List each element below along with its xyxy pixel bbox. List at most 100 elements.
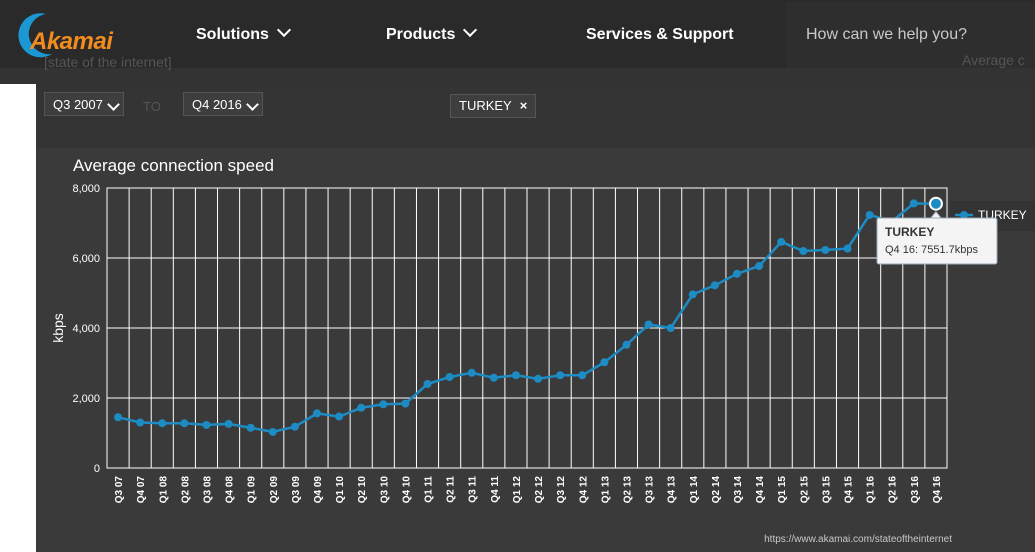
data-point	[379, 400, 388, 409]
data-point	[666, 324, 675, 332]
data-point	[180, 419, 189, 428]
x-tick-label: Q4 11	[490, 476, 501, 503]
y-tick-label: 6,000	[72, 253, 100, 265]
close-icon[interactable]: ×	[519, 98, 528, 113]
logo-swoosh-icon	[18, 13, 52, 58]
y-axis-label: kbps	[50, 313, 66, 343]
nav-products[interactable]: Products	[386, 22, 478, 44]
subheader-band: [state of the internet] Average c	[0, 52, 1035, 84]
x-tick-label: Q4 07	[136, 476, 147, 504]
y-tick-label: 4,000	[72, 323, 100, 335]
x-tick-label: Q1 13	[600, 476, 611, 504]
from-quarter-select[interactable]: Q3 2007	[44, 92, 124, 116]
y-tick-label: 0	[94, 463, 100, 475]
data-point	[821, 245, 830, 254]
to-quarter-value: Q4 2016	[192, 97, 242, 112]
data-point	[578, 371, 587, 380]
data-point	[136, 418, 145, 427]
chevron-down-icon	[463, 22, 478, 38]
data-point	[313, 409, 321, 418]
x-tick-label: Q2 10	[357, 476, 368, 504]
data-point	[622, 340, 631, 349]
x-tick-label: Q3 12	[556, 476, 567, 504]
data-point	[556, 371, 565, 380]
range-to-label: TO	[143, 99, 161, 114]
chart-title: Average connection speed	[73, 156, 274, 175]
x-tick-label: Q4 13	[667, 476, 678, 504]
data-point	[843, 244, 852, 253]
data-point	[335, 412, 344, 421]
data-point	[423, 380, 432, 388]
x-tick-label: Q4 16	[932, 476, 943, 504]
x-tick-label: Q4 08	[225, 476, 236, 504]
x-tick-label: Q4 12	[578, 476, 589, 504]
source-url: https://www.akamai.com/stateoftheinterne…	[764, 534, 952, 545]
x-tick-label: Q1 12	[512, 476, 523, 504]
x-tick-label: Q2 13	[622, 476, 633, 504]
x-tick-label: Q3 09	[291, 476, 302, 504]
data-point	[290, 422, 299, 431]
from-quarter-value: Q3 2007	[53, 97, 103, 112]
x-tick-label: Q2 11	[446, 476, 457, 503]
x-tick-label: Q3 07	[114, 476, 125, 504]
data-point	[246, 423, 255, 432]
country-tag-label: TURKEY	[459, 98, 512, 113]
data-point	[511, 371, 520, 380]
nav-products-label: Products	[386, 26, 456, 43]
filter-bar: Q3 2007 TO Q4 2016 TURKEY ×	[36, 84, 1035, 148]
x-tick-label: Q1 16	[866, 476, 877, 504]
data-point	[445, 373, 454, 381]
data-point	[268, 427, 277, 436]
data-point	[401, 399, 410, 408]
x-tick-label: Q1 14	[689, 476, 700, 504]
data-point	[114, 413, 123, 422]
data-point	[489, 373, 498, 382]
x-tick-label: Q3 11	[468, 476, 479, 503]
x-tick-label: Q2 12	[534, 476, 545, 504]
to-quarter-select[interactable]: Q4 2016	[183, 92, 263, 116]
x-tick-label: Q1 10	[335, 476, 346, 504]
chart-panel: Average connection speed 0 2,000 4,000 6,000…	[36, 148, 1035, 552]
x-tick-label: Q3 13	[645, 476, 656, 504]
brand-name: Akamai	[30, 28, 113, 55]
top-nav-bar: Akamai Solutions Products Services & Sup…	[0, 0, 1035, 70]
data-point	[710, 281, 719, 290]
x-tick-label: Q1 15	[777, 476, 788, 504]
x-tick-label: Q4 09	[313, 476, 324, 504]
data-point	[158, 419, 167, 428]
akamai-logo[interactable]	[6, 10, 146, 60]
subheader-right-text: Average c	[962, 52, 1025, 68]
line-chart: Average connection speed 0 2,000 4,000 6,000…	[50, 156, 1035, 545]
tooltip-box	[876, 217, 998, 265]
x-tick-label: Q1 08	[158, 476, 169, 504]
data-point	[600, 358, 609, 367]
data-point	[688, 290, 697, 299]
search-input[interactable]: How can we help you?	[806, 26, 967, 43]
nav-solutions[interactable]: Solutions	[196, 22, 291, 44]
legend-marker	[960, 211, 968, 219]
x-tick-label: Q4 15	[844, 476, 855, 504]
search-box[interactable]: How can we help you?	[786, 2, 1035, 70]
data-point	[534, 374, 543, 383]
x-tick-label: Q4 10	[401, 476, 412, 504]
data-point	[799, 247, 808, 255]
nav-solutions-label: Solutions	[196, 26, 269, 43]
x-tick-label: Q3 15	[821, 476, 832, 504]
x-tick-label: Q2 15	[799, 476, 810, 504]
data-point	[202, 420, 211, 429]
x-tick-label: Q2 09	[269, 476, 280, 504]
chevron-down-icon	[107, 98, 120, 111]
x-tick-label: Q3 10	[379, 476, 390, 504]
data-point	[909, 199, 918, 208]
nav-services-support[interactable]: Services & Support	[586, 26, 734, 44]
data-point	[357, 403, 366, 412]
tooltip-country: TURKEY	[885, 225, 934, 239]
x-tick-label: Q1 09	[247, 476, 258, 504]
chevron-down-icon	[246, 98, 259, 111]
x-tick-label: Q1 11	[424, 476, 435, 503]
chevron-down-icon	[276, 22, 291, 38]
data-point	[224, 419, 233, 428]
y-tick-label: 8,000	[72, 183, 100, 195]
data-point	[865, 210, 874, 219]
x-tick-label: Q3 16	[910, 476, 921, 504]
